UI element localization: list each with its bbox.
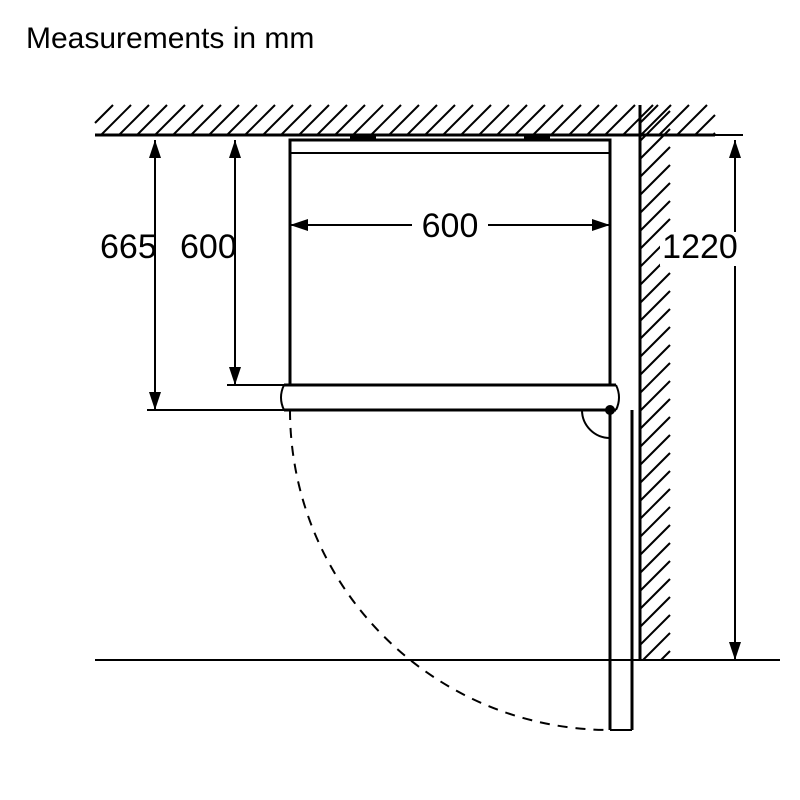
dim-665-label: 665 bbox=[100, 228, 157, 266]
title-text: Measurements in mm bbox=[26, 22, 314, 55]
door-swing bbox=[290, 405, 615, 730]
wall-hatch bbox=[95, 105, 715, 135]
dim-600v-label: 600 bbox=[180, 228, 237, 266]
dim-600h-label: 600 bbox=[422, 207, 479, 245]
dim-1220-label: 1220 bbox=[662, 228, 738, 266]
appliance-outline bbox=[290, 140, 610, 385]
wall-hatch bbox=[640, 105, 670, 660]
